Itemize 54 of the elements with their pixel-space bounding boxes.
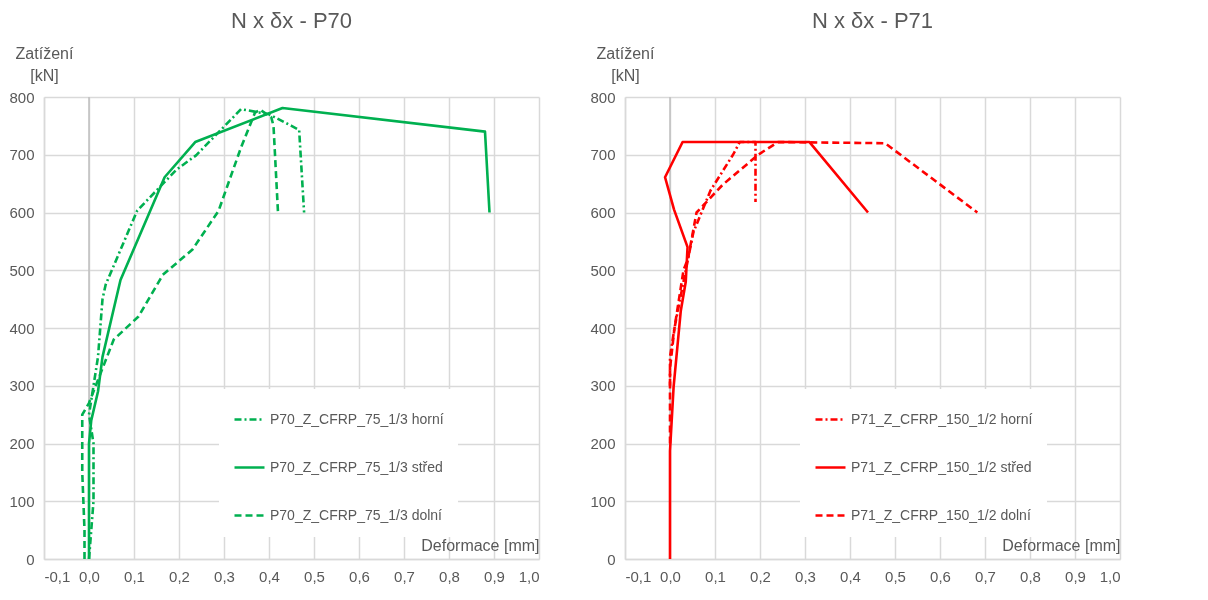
y-axis-title: Zatížení [kN] (596, 44, 655, 84)
x-tick-label: 0,9 (484, 567, 505, 585)
x-tick-label: 0,0 (79, 567, 100, 585)
legend-label: P70_Z_CFRP_75_1/3 dolní (270, 506, 443, 523)
x-tick-label: 0,0 (660, 567, 681, 585)
x-tick-label: 0,2 (169, 567, 190, 585)
x-tick-label: 0,1 (705, 567, 726, 585)
x-tick-label: 0,5 (304, 567, 325, 585)
legend-label: P70_Z_CFRP_75_1/3 střed (270, 458, 443, 475)
y-tick-label: 0 (26, 550, 35, 568)
x-tick-label: 0,6 (349, 567, 370, 585)
y-tick-label: 400 (9, 319, 35, 337)
y-tick-label: 300 (9, 377, 35, 395)
x-tick-label: 0,7 (975, 567, 996, 585)
y-tick-label: 600 (590, 204, 616, 221)
x-tick-label: 0,7 (394, 567, 415, 585)
x-tick-label: 0,2 (750, 567, 771, 585)
x-tick-label: -0,1 (625, 567, 652, 585)
y-tick-label: 0 (607, 550, 616, 568)
y-tick-label: 800 (590, 88, 616, 106)
x-tick-label: 0,3 (795, 567, 816, 585)
y-tick-label: 800 (9, 88, 35, 106)
x-tick-label: 0,1 (124, 567, 145, 585)
y-tick-label: 500 (590, 261, 616, 279)
x-tick-label: 0,5 (885, 567, 906, 585)
x-tick-label: 0,4 (840, 567, 861, 585)
y-tick-label: 200 (590, 435, 616, 452)
y-tick-label: 300 (590, 377, 616, 395)
y-tick-label: 400 (590, 319, 616, 337)
legend-label: P70_Z_CFRP_75_1/3 horní (270, 410, 444, 427)
x-axis-title: Deformace [mm] (1002, 536, 1121, 554)
x-tick-label: 0,3 (214, 567, 235, 585)
legend-label: P71_Z_CFRP_150_1/2 horní (851, 410, 1033, 427)
x-tick-label: 1,0 (1099, 567, 1121, 585)
y-tick-label: 600 (9, 204, 35, 221)
y-tick-label: 100 (9, 492, 35, 510)
legend-label: P71_Z_CFRP_150_1/2 střed (851, 458, 1032, 475)
y-tick-label: 100 (590, 492, 616, 510)
x-tick-label: 0,4 (259, 567, 280, 585)
y-tick-label: 200 (9, 435, 35, 452)
x-tick-label: 0,8 (1020, 567, 1041, 585)
x-tick-label: -0,1 (44, 567, 71, 585)
legend-label: P71_Z_CFRP_150_1/2 dolní (851, 506, 1031, 523)
y-tick-label: 700 (590, 146, 616, 164)
x-tick-label: 1,0 (518, 567, 540, 585)
y-tick-label: 700 (9, 146, 35, 164)
x-tick-label: 0,8 (439, 567, 460, 585)
chart-title: N x δx - P70 (230, 8, 353, 33)
chart-title: N x δx - P71 (811, 8, 934, 33)
y-axis-title: Zatížení [kN] (15, 44, 74, 84)
x-tick-label: 0,9 (1065, 567, 1086, 585)
y-tick-label: 500 (9, 261, 35, 279)
x-tick-label: 0,6 (930, 567, 951, 585)
x-axis-title: Deformace [mm] (421, 536, 540, 554)
